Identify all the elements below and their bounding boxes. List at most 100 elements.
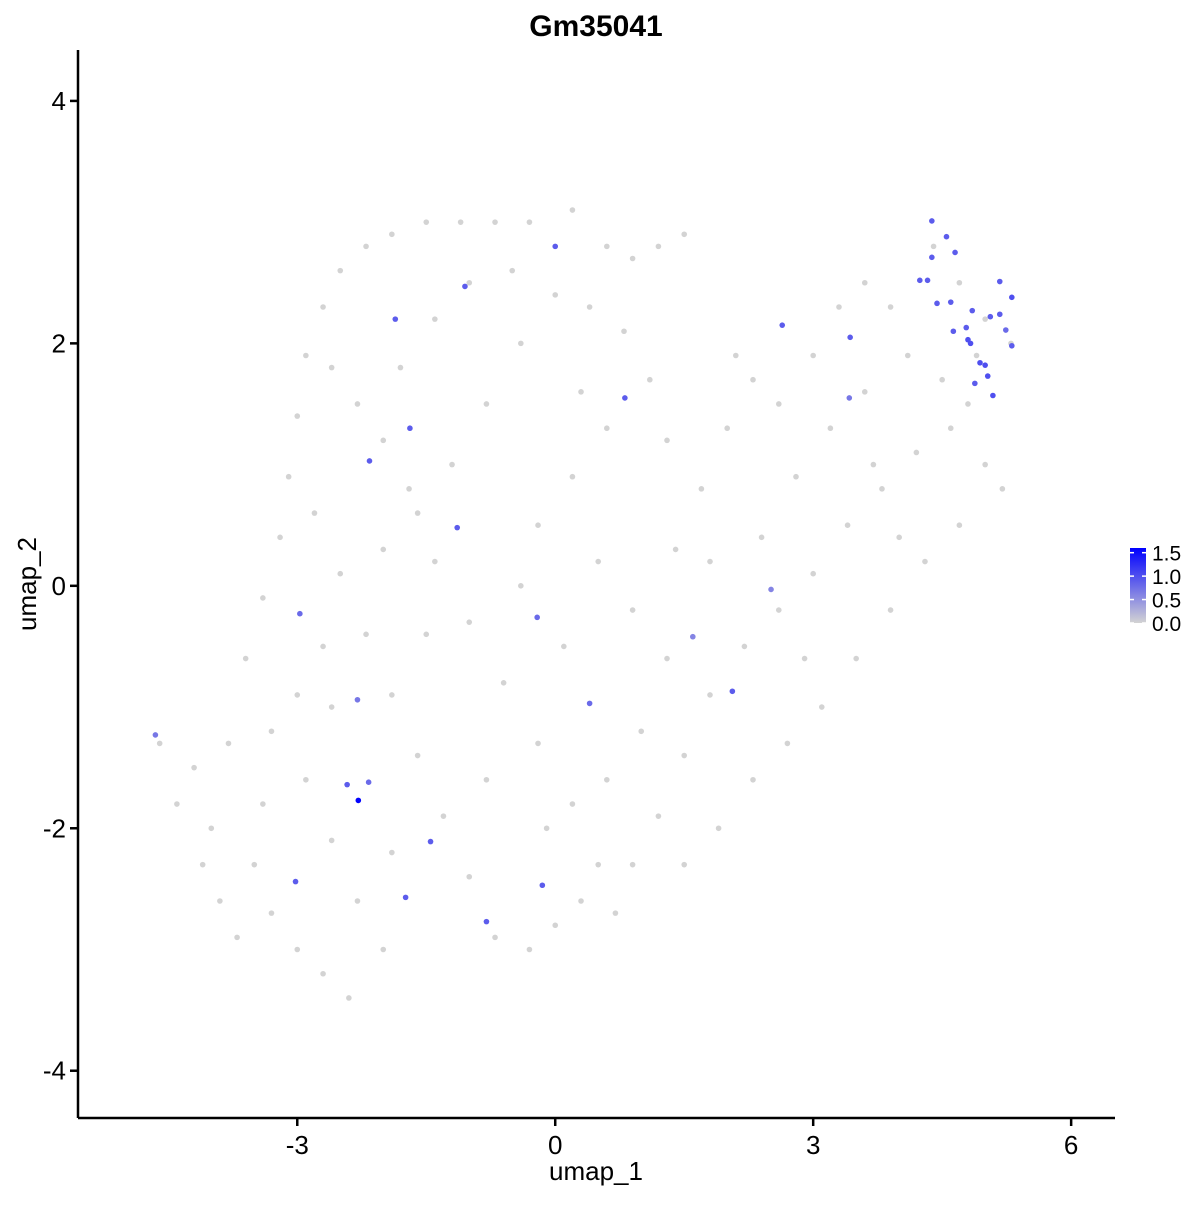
point: [199, 861, 206, 868]
point: [492, 934, 498, 941]
point: [414, 752, 421, 759]
point: [337, 267, 344, 274]
point: [294, 692, 301, 698]
point: [423, 219, 430, 225]
point: [457, 219, 464, 225]
point: [225, 740, 232, 747]
y-tick-label: -2: [43, 813, 66, 843]
point: [242, 655, 249, 662]
point: [984, 373, 991, 379]
point: [729, 688, 736, 695]
point: [354, 696, 361, 703]
point: [578, 898, 584, 904]
point: [750, 776, 756, 783]
point: [427, 838, 434, 845]
colorbar-label: 1.0: [1152, 566, 1181, 589]
point: [407, 425, 413, 432]
y-tick-label: 2: [52, 328, 66, 358]
point: [681, 231, 688, 238]
point: [402, 894, 409, 901]
point: [956, 279, 963, 286]
point: [999, 486, 1006, 492]
point: [174, 801, 180, 807]
point: [492, 219, 498, 225]
point: [672, 546, 679, 553]
point: [917, 277, 923, 284]
point: [943, 233, 950, 240]
point: [380, 946, 387, 953]
point: [569, 801, 576, 807]
point: [947, 425, 954, 432]
point: [973, 352, 980, 359]
point: [466, 873, 473, 880]
point: [647, 376, 653, 383]
point: [732, 352, 739, 359]
points: [152, 207, 1015, 1001]
x-tick-label: 3: [806, 1130, 820, 1160]
point: [622, 395, 628, 401]
point: [320, 970, 326, 977]
y-axis-label: umap_2: [12, 537, 42, 631]
point: [879, 486, 885, 492]
point: [380, 437, 387, 444]
point: [950, 328, 957, 335]
point: [466, 619, 473, 625]
point: [965, 401, 971, 407]
point: [535, 522, 541, 529]
point: [681, 861, 688, 868]
point: [535, 740, 541, 747]
point: [569, 207, 576, 213]
point: [328, 704, 335, 710]
colorbar: [1130, 548, 1146, 623]
point: [297, 610, 303, 617]
point: [604, 243, 610, 250]
point: [768, 586, 774, 593]
point: [604, 425, 610, 432]
point: [354, 401, 361, 407]
point: [344, 781, 350, 788]
point: [967, 340, 974, 347]
point: [483, 776, 490, 783]
point: [277, 534, 283, 541]
point: [311, 510, 318, 516]
point: [750, 376, 756, 383]
point: [1002, 327, 1009, 333]
point: [462, 283, 468, 290]
point: [363, 631, 369, 638]
point: [454, 524, 461, 531]
point: [466, 279, 473, 286]
point: [655, 243, 662, 250]
point: [827, 425, 834, 432]
point: [397, 364, 404, 371]
x-tick-label: 6: [1064, 1130, 1078, 1160]
point: [952, 249, 958, 256]
point: [604, 776, 610, 783]
point: [629, 861, 636, 868]
point: [775, 607, 782, 613]
point: [294, 413, 301, 419]
point: [552, 922, 559, 929]
x-tick-label: 0: [548, 1130, 562, 1160]
point: [260, 595, 266, 601]
colorbar-label: 0.0: [1152, 613, 1181, 636]
point: [363, 243, 369, 250]
point: [982, 461, 988, 468]
point: [779, 322, 786, 328]
point: [810, 570, 816, 577]
point: [887, 607, 894, 613]
y-tick-label: 4: [52, 86, 66, 116]
point: [355, 797, 362, 804]
chart-title: Gm35041: [529, 10, 662, 43]
point: [518, 340, 524, 347]
point: [156, 740, 163, 747]
point: [578, 389, 584, 395]
point: [784, 740, 791, 747]
y-tick-label: -4: [43, 1056, 66, 1086]
point: [853, 655, 859, 662]
point: [664, 437, 670, 444]
x-axis-label: umap_1: [549, 1156, 643, 1186]
point: [775, 401, 782, 407]
x-tick-label: -3: [286, 1130, 309, 1160]
point: [982, 316, 988, 322]
point: [934, 300, 940, 307]
